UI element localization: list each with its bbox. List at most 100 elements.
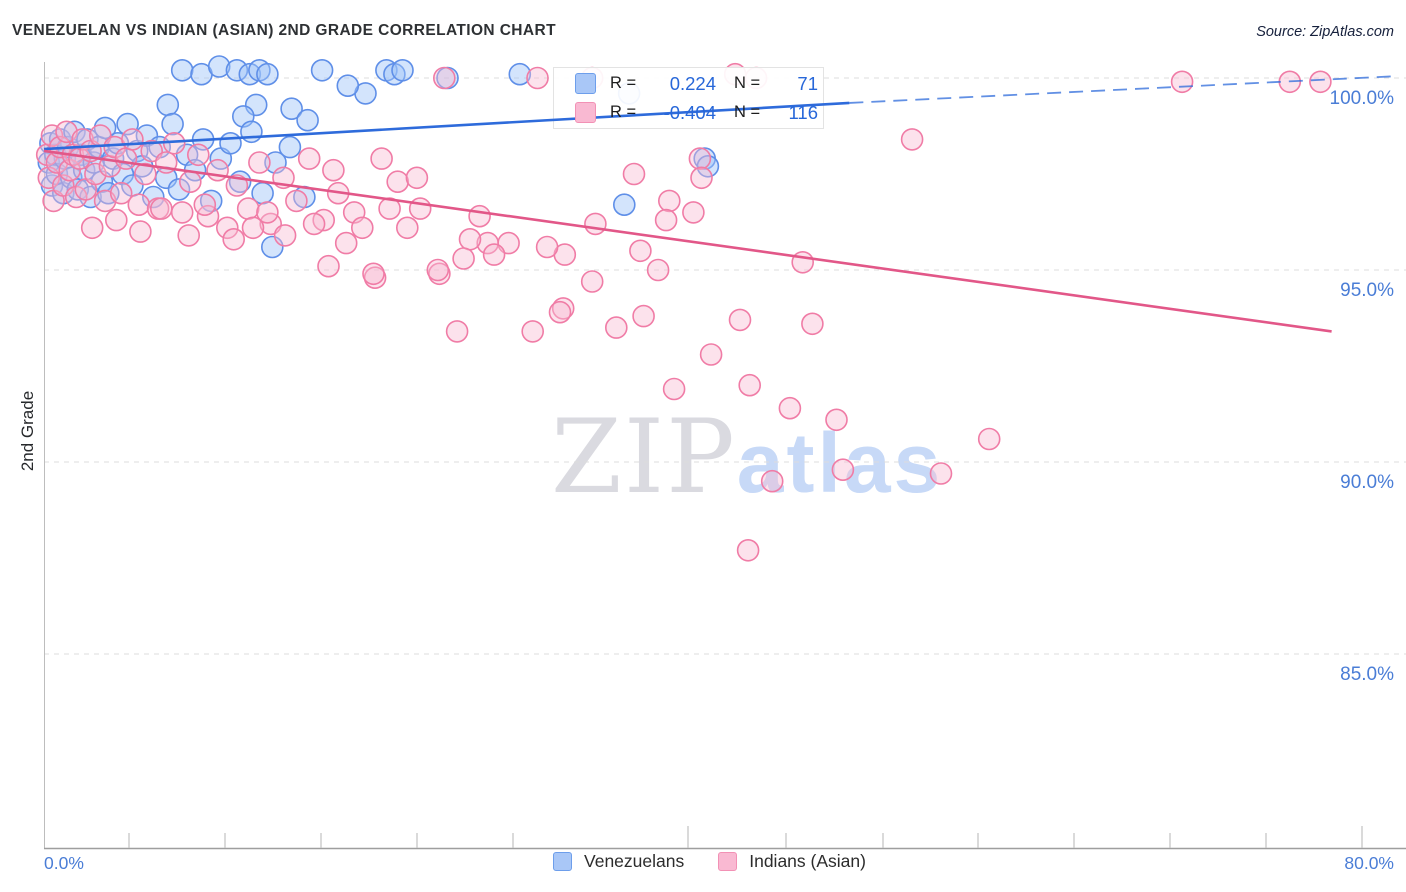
- scatter-point-venezuelans[interactable]: [232, 105, 255, 128]
- scatter-point-indians[interactable]: [322, 158, 345, 182]
- scatter-point-venezuelans[interactable]: [175, 143, 199, 167]
- scatter-point-indians[interactable]: [272, 166, 295, 190]
- scatter-point-indians[interactable]: [150, 197, 173, 220]
- scatter-point-indians[interactable]: [682, 201, 705, 224]
- scatter-point-venezuelans[interactable]: [111, 162, 135, 186]
- scatter-point-indians[interactable]: [48, 135, 72, 159]
- scatter-point-indians[interactable]: [225, 174, 249, 197]
- scatter-point-indians[interactable]: [791, 250, 815, 274]
- scatter-point-venezuelans[interactable]: [296, 108, 319, 132]
- scatter-point-indians[interactable]: [521, 320, 545, 343]
- scatter-point-venezuelans[interactable]: [244, 93, 268, 117]
- scatter-point-indians[interactable]: [256, 201, 279, 224]
- scatter-point-indians[interactable]: [121, 128, 144, 151]
- scatter-point-indians[interactable]: [193, 193, 217, 216]
- scatter-point-venezuelans[interactable]: [156, 93, 180, 117]
- scatter-point-venezuelans[interactable]: [696, 155, 720, 178]
- scatter-point-venezuelans[interactable]: [167, 178, 191, 201]
- scatter-point-indians[interactable]: [317, 254, 340, 278]
- scatter-point-indians[interactable]: [154, 151, 178, 174]
- scatter-point-venezuelans[interactable]: [278, 135, 302, 159]
- scatter-point-indians[interactable]: [405, 166, 429, 190]
- scatter-point-indians[interactable]: [445, 320, 469, 343]
- scatter-point-venezuelans[interactable]: [207, 55, 231, 78]
- scatter-point-venezuelans[interactable]: [280, 97, 303, 120]
- scatter-point-indians[interactable]: [476, 231, 500, 255]
- scatter-point-venezuelans[interactable]: [251, 181, 274, 205]
- scatter-point-venezuelans[interactable]: [69, 143, 93, 167]
- scatter-point-venezuelans[interactable]: [39, 132, 62, 155]
- scatter-point-venezuelans[interactable]: [135, 124, 159, 147]
- scatter-point-indians[interactable]: [140, 139, 163, 163]
- scatter-point-venezuelans[interactable]: [228, 170, 252, 193]
- scatter-point-venezuelans[interactable]: [248, 59, 271, 82]
- scatter-point-venezuelans[interactable]: [56, 135, 80, 159]
- scatter-point-venezuelans[interactable]: [101, 147, 125, 170]
- scatter-point-indians[interactable]: [259, 212, 283, 236]
- scatter-point-venezuelans[interactable]: [693, 147, 717, 170]
- scatter-point-indians[interactable]: [187, 143, 210, 167]
- scatter-point-indians[interactable]: [370, 147, 393, 170]
- scatter-point-indians[interactable]: [526, 66, 549, 90]
- scatter-point-venezuelans[interactable]: [87, 135, 110, 159]
- scatter-point-venezuelans[interactable]: [170, 59, 194, 82]
- scatter-point-venezuelans[interactable]: [260, 235, 284, 259]
- scatter-point-venezuelans[interactable]: [240, 120, 263, 144]
- scatter-point-venezuelans[interactable]: [375, 59, 398, 82]
- scatter-point-indians[interactable]: [342, 201, 366, 224]
- scatter-point-venezuelans[interactable]: [37, 151, 61, 174]
- scatter-point-venezuelans[interactable]: [106, 132, 130, 155]
- scatter-point-venezuelans[interactable]: [45, 162, 69, 186]
- scatter-point-indians[interactable]: [426, 258, 450, 282]
- scatter-point-venezuelans[interactable]: [612, 193, 636, 216]
- scatter-point-venezuelans[interactable]: [209, 147, 233, 170]
- scatter-point-indians[interactable]: [497, 231, 520, 255]
- scatter-point-indians[interactable]: [98, 155, 122, 178]
- scatter-point-indians[interactable]: [241, 216, 265, 240]
- bottom-legend-indians[interactable]: Indians (Asian): [718, 851, 866, 872]
- scatter-point-indians[interactable]: [68, 147, 91, 170]
- scatter-point-indians[interactable]: [37, 166, 61, 190]
- scatter-point-indians[interactable]: [363, 266, 387, 290]
- scatter-point-indians[interactable]: [236, 197, 260, 220]
- scatter-point-venezuelans[interactable]: [43, 143, 67, 167]
- scatter-point-venezuelans[interactable]: [60, 166, 83, 190]
- scatter-point-indians[interactable]: [408, 197, 432, 220]
- scatter-point-indians[interactable]: [89, 124, 112, 147]
- scatter-point-indians[interactable]: [622, 162, 646, 186]
- scatter-point-venezuelans[interactable]: [191, 128, 215, 151]
- scatter-point-indians[interactable]: [93, 189, 117, 213]
- scatter-point-indians[interactable]: [468, 204, 491, 228]
- scatter-point-venezuelans[interactable]: [391, 59, 414, 82]
- scatter-point-indians[interactable]: [432, 66, 456, 90]
- scatter-point-indians[interactable]: [196, 204, 220, 228]
- scatter-point-indians[interactable]: [45, 151, 69, 174]
- scatter-point-indians[interactable]: [362, 262, 385, 286]
- scatter-point-indians[interactable]: [105, 208, 128, 232]
- scatter-point-indians[interactable]: [548, 300, 572, 324]
- scatter-point-indians[interactable]: [632, 304, 655, 328]
- scatter-point-indians[interactable]: [35, 143, 59, 167]
- scatter-point-indians[interactable]: [80, 216, 104, 240]
- scatter-point-indians[interactable]: [326, 181, 350, 205]
- scatter-point-venezuelans[interactable]: [142, 185, 165, 209]
- scatter-point-indians[interactable]: [61, 143, 85, 167]
- scatter-point-venezuelans[interactable]: [161, 112, 184, 136]
- scatter-point-indians[interactable]: [738, 373, 762, 397]
- scatter-point-indians[interactable]: [74, 178, 98, 201]
- scatter-point-indians[interactable]: [801, 312, 824, 336]
- scatter-point-indians[interactable]: [654, 208, 678, 232]
- scatter-point-indians[interactable]: [134, 162, 157, 186]
- scatter-point-indians[interactable]: [55, 120, 78, 144]
- scatter-point-venezuelans[interactable]: [125, 139, 149, 163]
- scatter-point-indians[interactable]: [103, 135, 126, 159]
- scatter-point-venezuelans[interactable]: [154, 166, 178, 190]
- scatter-point-venezuelans[interactable]: [148, 135, 171, 159]
- scatter-point-venezuelans[interactable]: [76, 128, 99, 151]
- scatter-point-indians[interactable]: [458, 228, 482, 251]
- scatter-point-indians[interactable]: [127, 193, 151, 216]
- scatter-point-indians[interactable]: [58, 158, 81, 182]
- scatter-point-indians[interactable]: [728, 308, 752, 332]
- scatter-point-venezuelans[interactable]: [183, 158, 207, 182]
- scatter-point-indians[interactable]: [79, 139, 102, 163]
